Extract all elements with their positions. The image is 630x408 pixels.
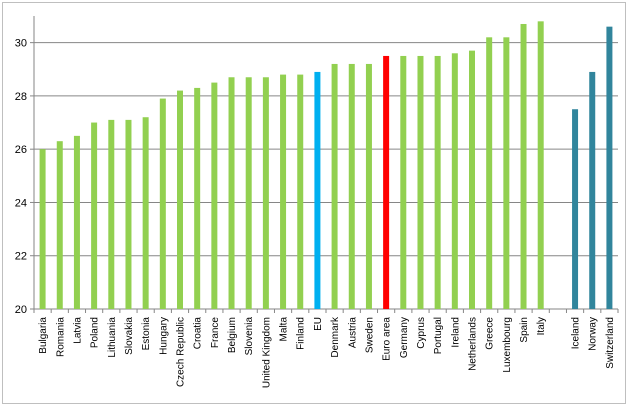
bar-greece: [486, 37, 493, 310]
bar-norway: [589, 71, 596, 309]
x-tick-label-portugal: Portugal: [433, 317, 444, 354]
bar-italy: [537, 21, 544, 310]
x-tick-label-estonia: Estonia: [141, 317, 152, 351]
x-tick-label-austria: Austria: [347, 317, 358, 349]
x-tick-label-luxembourg: Luxembourg: [502, 317, 513, 373]
bar-romania: [56, 141, 63, 309]
y-tick-label-24: 24: [15, 197, 27, 209]
bar-slovakia: [125, 119, 132, 309]
x-tick-label-belgium: Belgium: [227, 317, 238, 353]
x-tick-label-czech-republic: Czech Republic: [176, 317, 187, 387]
bar-poland: [91, 122, 98, 309]
bar-finland: [297, 74, 304, 309]
x-tick-label-greece: Greece: [485, 317, 496, 350]
x-tick-label-romania: Romania: [55, 317, 66, 357]
bar-netherlands: [469, 50, 475, 310]
bar-bulgaria: [39, 149, 46, 309]
bar-ireland: [451, 53, 458, 309]
x-tick-label-slovakia: Slovakia: [124, 317, 135, 355]
x-tick-label-lithuania: Lithuania: [107, 317, 118, 358]
x-tick-label-netherlands: Netherlands: [468, 317, 479, 371]
bar-luxembourg: [503, 37, 510, 310]
bar-euro-area: [383, 55, 390, 309]
x-tick-label-france: France: [210, 317, 221, 349]
x-tick-label-latvia: Latvia: [72, 317, 83, 344]
x-tick-label-bulgaria: Bulgaria: [38, 317, 49, 354]
y-tick-label-20: 20: [15, 304, 27, 316]
y-tick-label-28: 28: [15, 91, 27, 103]
bar-germany: [400, 55, 407, 309]
x-tick-label-switzerland: Switzerland: [605, 317, 616, 369]
x-tick-label-sweden: Sweden: [364, 317, 375, 353]
bar-portugal: [434, 55, 441, 309]
x-tick-label-cyprus: Cyprus: [416, 317, 427, 349]
x-tick-label-slovenia: Slovenia: [244, 317, 255, 356]
x-tick-label-croatia: Croatia: [193, 317, 204, 350]
bar-austria: [348, 63, 355, 310]
x-tick-label-ireland: Ireland: [450, 317, 461, 348]
bar-cyprus: [417, 55, 424, 309]
x-tick-label-euro-area: Euro area: [382, 317, 393, 361]
bar-sweden: [365, 63, 372, 310]
bar-switzerland: [606, 26, 613, 310]
x-tick-label-denmark: Denmark: [330, 316, 341, 358]
x-tick-label-united-kingdom: United Kingdom: [261, 317, 272, 388]
x-tick-label-iceland: Iceland: [571, 317, 582, 349]
x-tick-label-poland: Poland: [90, 317, 101, 348]
bar-czech-republic: [177, 90, 183, 309]
x-tick-label-norway: Norway: [588, 317, 599, 351]
x-tick-label-spain: Spain: [519, 317, 530, 343]
bar-croatia: [194, 87, 201, 309]
bar-malta: [280, 74, 287, 309]
bar-hungary: [159, 98, 166, 309]
x-tick-label-malta: Malta: [279, 317, 290, 342]
bar-slovenia: [245, 77, 252, 309]
bar-denmark: [331, 63, 338, 310]
bar-latvia: [73, 135, 80, 309]
x-tick-label-hungary: Hungary: [158, 317, 169, 355]
bar-united-kingdom: [262, 77, 269, 309]
bar-france: [211, 82, 218, 309]
y-tick-label-22: 22: [15, 251, 27, 263]
bar-lithuania: [108, 119, 115, 309]
x-tick-label-italy: Italy: [536, 317, 547, 335]
y-tick-label-30: 30: [15, 38, 27, 50]
bar-estonia: [142, 117, 149, 309]
bar-iceland: [572, 109, 579, 310]
bar-spain: [520, 23, 527, 310]
y-tick-label-26: 26: [15, 144, 27, 156]
x-tick-label-eu: EU: [313, 317, 324, 331]
bar-belgium: [228, 77, 235, 309]
x-tick-label-finland: Finland: [296, 317, 307, 350]
x-tick-label-germany: Germany: [399, 317, 410, 358]
bar-eu: [314, 71, 321, 309]
